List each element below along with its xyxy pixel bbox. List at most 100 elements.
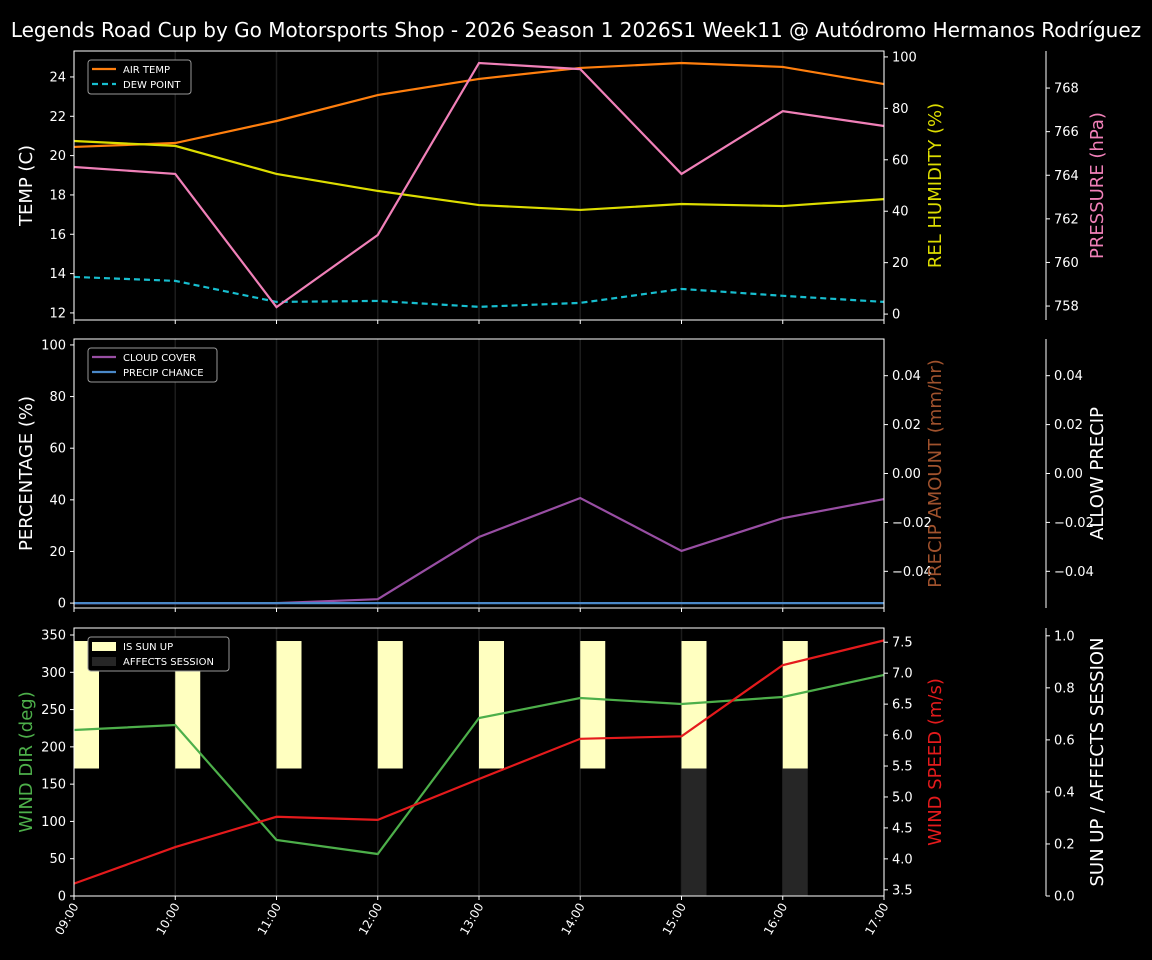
x-tick-label: 12:00 — [356, 901, 385, 938]
panel-3: 0 50 100 150 200 250 300 350 WIND DIR (deg) 3.5 4.… — [16, 627, 1108, 938]
tick-label: 0.0 — [1054, 890, 1075, 905]
axis-label-temp: TEMP (C) — [16, 145, 37, 227]
legend-label: CLOUD COVER — [123, 353, 196, 364]
legend: IS SUN UP AFFECTS SESSION — [87, 636, 230, 672]
axis-label-spd: WIND SPEED (m/s) — [925, 678, 946, 846]
tick-label: 100 — [41, 338, 66, 353]
tick-label: 768 — [1054, 82, 1079, 97]
tick-label: 200 — [41, 740, 66, 755]
panel-1: 12 14 16 18 20 22 24 TEMP (C) 0 20 40 60 80 100 REL HU… — [16, 50, 1108, 324]
bar-affects-session — [681, 768, 707, 896]
tick-label: 20 — [49, 149, 66, 164]
tick-label: 1.0 — [1054, 629, 1075, 644]
axis-label-allow: ALLOW PRECIP — [1087, 407, 1108, 540]
axis-label-dir: WIND DIR (deg) — [16, 691, 37, 833]
x-tick-label: 16:00 — [761, 901, 790, 938]
chart-title: Legends Road Cup by Go Motorsports Shop … — [11, 18, 1141, 42]
tick-label: 4.5 — [892, 821, 913, 836]
bar-affects-session — [782, 768, 808, 896]
tick-label: 764 — [1054, 169, 1079, 184]
legend-swatch — [92, 642, 116, 651]
tick-label: 0.2 — [1054, 837, 1075, 852]
tick-label: 150 — [41, 778, 66, 793]
bar-is-sun-up — [276, 641, 302, 769]
tick-label: 6.5 — [892, 698, 913, 713]
tick-label: 0.04 — [892, 369, 921, 384]
x-tick-label: 17:00 — [862, 901, 891, 938]
legend-box — [87, 636, 230, 672]
tick-label: 18 — [49, 188, 66, 203]
legend-label: DEW POINT — [123, 80, 181, 91]
tick-label: 3.5 — [892, 883, 913, 898]
tick-label: 762 — [1054, 212, 1079, 227]
tick-label: 0.6 — [1054, 733, 1075, 748]
tick-label: −0.04 — [892, 565, 932, 580]
tick-label: −0.02 — [1054, 516, 1094, 531]
legend-label: AIR TEMP — [123, 65, 170, 76]
tick-label: 7.5 — [892, 636, 913, 651]
tick-label: 20 — [49, 545, 66, 560]
panel-2: 0 20 40 60 80 100 PERCENTAGE (%) −0.04 −0.02 0.00… — [16, 338, 1108, 612]
tick-label: 0 — [58, 890, 66, 905]
bar-is-sun-up — [479, 641, 504, 769]
tick-label: 766 — [1054, 125, 1079, 140]
tick-label: 20 — [892, 256, 909, 271]
tick-label: 80 — [49, 390, 66, 405]
x-tick-label: 13:00 — [457, 901, 486, 938]
tick-label: 0.00 — [892, 467, 921, 482]
tick-label: 0.02 — [1054, 418, 1083, 433]
axis-label-amt: PRECIP AMOUNT (mm/hr) — [925, 359, 946, 588]
tick-label: 16 — [49, 228, 66, 243]
series-line-pres — [73, 61, 885, 309]
tick-label: 50 — [49, 852, 66, 867]
bar-is-sun-up — [377, 641, 403, 769]
tick-label: 40 — [49, 493, 66, 508]
tick-label: 22 — [49, 110, 66, 125]
series-line-temp — [73, 61, 885, 149]
legend: CLOUD COVER PRECIP CHANCE — [87, 347, 218, 383]
tick-label: 80 — [892, 102, 909, 117]
tick-label: 24 — [49, 70, 66, 85]
tick-label: 100 — [892, 50, 917, 65]
x-tick-label: 11:00 — [255, 901, 284, 938]
bar-is-sun-up — [580, 641, 606, 769]
tick-label: 4.0 — [892, 852, 913, 867]
tick-label: −0.02 — [892, 516, 932, 531]
tick-label: 0 — [58, 597, 66, 612]
x-tick-label: 15:00 — [660, 901, 689, 938]
axis-label-pres: PRESSURE (hPa) — [1087, 112, 1108, 259]
tick-label: 0.02 — [892, 418, 921, 433]
tick-label: 760 — [1054, 256, 1079, 271]
axis-label-sun: SUN UP / AFFECTS SESSION — [1087, 637, 1108, 886]
legend: AIR TEMP DEW POINT — [87, 59, 192, 95]
tick-label: 7.0 — [892, 667, 913, 682]
tick-label: 12 — [49, 306, 66, 321]
tick-label: 300 — [41, 666, 66, 681]
legend-swatch — [92, 657, 116, 666]
tick-label: 40 — [892, 205, 909, 220]
legend-label: IS SUN UP — [123, 642, 173, 653]
tick-label: 758 — [1054, 300, 1079, 315]
series-line-hum — [73, 139, 885, 212]
legend-box — [87, 347, 218, 383]
tick-label: 250 — [41, 703, 66, 718]
tick-label: 350 — [41, 629, 66, 644]
tick-label: 5.5 — [892, 760, 913, 775]
legend-label: PRECIP CHANCE — [123, 368, 204, 379]
tick-label: 5.0 — [892, 790, 913, 805]
x-tick-label: 10:00 — [153, 901, 182, 938]
x-tick-label: 14:00 — [558, 901, 587, 938]
tick-label: 0 — [892, 308, 900, 323]
tick-label: 60 — [892, 153, 909, 168]
tick-label: 0.00 — [1054, 467, 1083, 482]
tick-label: 0.4 — [1054, 785, 1075, 800]
axis-label-pct: PERCENTAGE (%) — [16, 396, 37, 551]
tick-label: 6.0 — [892, 729, 913, 744]
tick-label: 60 — [49, 442, 66, 457]
series-line-dir — [73, 673, 885, 856]
tick-label: −0.04 — [1054, 565, 1094, 580]
legend-label: AFFECTS SESSION — [123, 657, 214, 668]
x-tick-label: 09:00 — [52, 901, 81, 938]
tick-label: 14 — [49, 267, 66, 282]
